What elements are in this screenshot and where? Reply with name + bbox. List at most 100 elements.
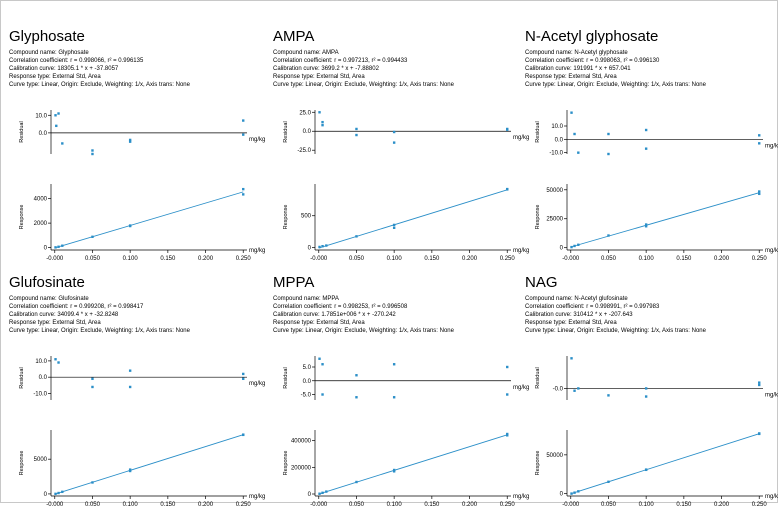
x-tick-label: 0.200 <box>198 256 214 262</box>
residual-point <box>570 111 573 114</box>
residual-point <box>54 114 57 117</box>
compound-info: Compound name: Glyphosate Correlation co… <box>9 49 190 89</box>
residual-point <box>128 369 132 372</box>
compound-info: Compound name: Glufosinate Correlation c… <box>9 295 190 335</box>
response-point <box>758 190 761 193</box>
x-tick-label: 0.100 <box>387 256 403 262</box>
residual-unit-label: mg/kg <box>249 137 265 143</box>
response-y-tick-label: 50000 <box>546 188 563 194</box>
response-point <box>392 468 396 472</box>
response-point <box>54 492 57 496</box>
x-tick-label: 0.250 <box>236 256 252 262</box>
response-type: Response type: External Std, Area <box>525 74 617 80</box>
compound-info: Compound name: AMPA Correlation coeffici… <box>273 49 454 89</box>
residual-point <box>392 130 396 134</box>
curve-type: Curve type: Linear, Origin: Exclude, Wei… <box>525 82 706 88</box>
residual-unit-label: mg/kg <box>513 385 529 391</box>
x-tick-label: 0.150 <box>160 256 176 262</box>
response-axis-label: Response <box>19 205 25 230</box>
residual-unit-label: mg/kg <box>765 392 778 398</box>
panel-ampa: AMPA Compound name: AMPA Correlation coe… <box>273 28 529 268</box>
response-point <box>325 244 328 247</box>
compound-name: Compound name: N-Acetyl glufosinate <box>525 296 628 302</box>
residual-point <box>55 124 58 128</box>
panel-title: N-Acetyl glyphosate <box>525 28 659 45</box>
x-tick-label: -0.000 <box>562 256 580 262</box>
residual-point <box>242 133 245 136</box>
response-unit-label: mg/kg <box>249 248 265 254</box>
residual-unit-label: mg/kg <box>249 381 265 387</box>
x-tick-label: 0.050 <box>85 256 101 262</box>
calibration-chart: 25.0 0.0 -25.0 Residual mg/kg 500 0 Response -0.… <box>283 110 529 262</box>
response-unit-label: mg/kg <box>249 494 265 500</box>
residual-axis-label: Residual <box>535 121 541 142</box>
residual-point <box>644 395 648 398</box>
correlation-coefficient: Correlation coefficient: r = 0.998063, r… <box>525 58 660 64</box>
residual-y-tick-label: -10.0 <box>33 391 47 397</box>
residual-point <box>91 152 94 156</box>
curve-type: Curve type: Linear, Origin: Exclude, Wei… <box>525 328 706 334</box>
residual-axis-label: Residual <box>283 121 289 142</box>
panel-title: Glyphosate <box>9 28 85 45</box>
response-point <box>392 226 396 229</box>
response-unit-label: mg/kg <box>765 248 778 254</box>
response-axis-label: Response <box>283 451 289 476</box>
x-tick-label: 0.100 <box>123 256 139 262</box>
response-type: Response type: External Std, Area <box>9 320 101 326</box>
response-y-tick-label: 50000 <box>546 453 563 459</box>
residual-point <box>321 363 324 366</box>
residual-point <box>607 394 610 397</box>
residual-point <box>392 141 396 144</box>
residual-y-tick-label: 10.0 <box>551 124 563 130</box>
x-tick-label: 0.100 <box>639 256 655 262</box>
x-tick-label: 0.200 <box>462 256 478 262</box>
response-point <box>577 490 580 493</box>
residual-point <box>321 393 324 396</box>
residual-point <box>573 132 576 136</box>
response-point <box>321 491 324 494</box>
residual-y-tick-label: 10.0 <box>35 113 47 119</box>
response-point <box>128 468 132 471</box>
calibration-line <box>570 433 760 495</box>
residual-point <box>355 127 358 131</box>
response-point <box>506 432 509 436</box>
x-tick-label: -0.000 <box>310 256 328 262</box>
response-y-tick-label: 5000 <box>34 457 48 463</box>
residual-y-tick-label: 0.0 <box>39 375 48 381</box>
panel-title: NAG <box>525 274 558 291</box>
response-type: Response type: External Std, Area <box>273 320 365 326</box>
compound-name: Compound name: N-Acetyl glyphosate <box>525 50 628 56</box>
response-point <box>758 192 761 196</box>
panel-title: MPPA <box>273 274 315 291</box>
correlation-coefficient: Correlation coefficient: r = 0.998991, r… <box>525 304 660 310</box>
response-point <box>570 245 573 249</box>
response-point <box>644 468 648 471</box>
residual-unit-label: mg/kg <box>513 135 529 141</box>
residual-point <box>392 363 396 366</box>
residual-point <box>321 120 324 124</box>
calibration-curve: Calibration curve: 18305.1 * x + -37.805… <box>9 66 119 72</box>
response-point <box>577 243 580 246</box>
response-point <box>607 234 610 237</box>
calibration-line <box>54 434 244 495</box>
response-y-tick-label: 0 <box>44 492 48 498</box>
residual-point <box>57 112 60 115</box>
residual-point <box>57 361 60 364</box>
residual-point <box>242 372 245 376</box>
calibration-line <box>54 191 244 249</box>
response-unit-label: mg/kg <box>765 494 778 500</box>
residual-point <box>61 142 64 145</box>
response-y-tick-label: 0 <box>308 492 312 498</box>
curve-type: Curve type: Linear, Origin: Exclude, Wei… <box>9 328 190 334</box>
response-point <box>61 244 64 247</box>
correlation-coefficient: Correlation coefficient: r = 0.997213, r… <box>273 58 408 64</box>
residual-point <box>758 381 761 384</box>
residual-point <box>128 385 132 389</box>
curve-type: Curve type: Linear, Origin: Exclude, Wei… <box>273 328 454 334</box>
residual-point <box>355 396 358 399</box>
residual-point <box>318 111 321 114</box>
residual-axis-label: Residual <box>283 367 289 388</box>
residual-point <box>506 365 509 369</box>
residual-point <box>644 387 648 390</box>
calibration-curve: Calibration curve: 191991 * x + 657.041 <box>525 66 631 72</box>
